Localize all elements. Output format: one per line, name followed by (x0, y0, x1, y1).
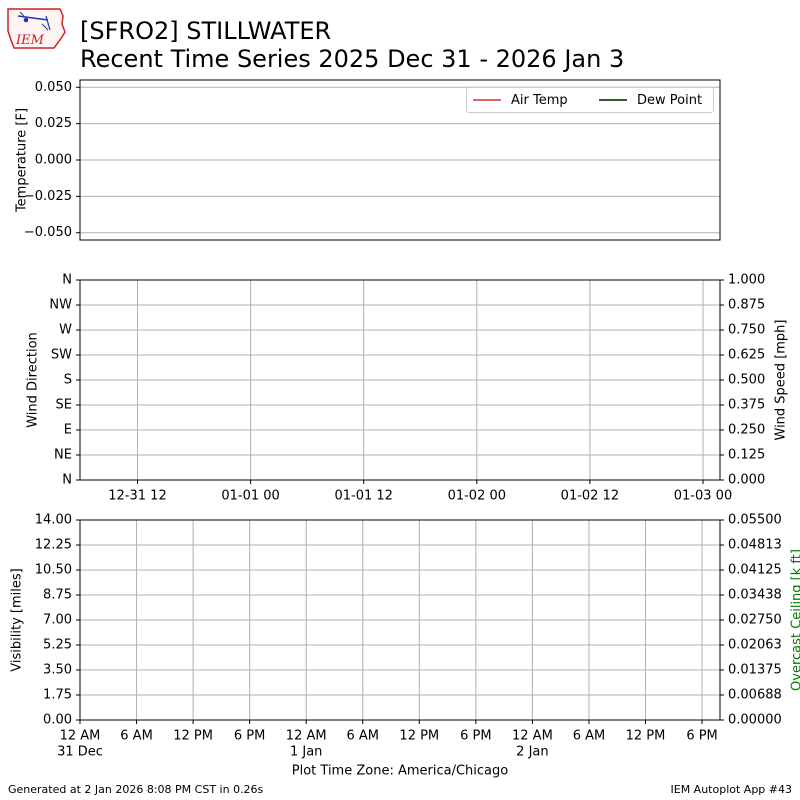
temp-ytick-label: −0.025 (24, 189, 72, 204)
wind-ytick-label: SE (56, 398, 72, 413)
vis-ytick-label: 0.00 (43, 713, 72, 728)
wind-ytick-label: NE (54, 448, 72, 463)
wind-xtick-label: 01-01 12 (334, 489, 392, 504)
vis-xtick-label: 6 AM (346, 729, 379, 744)
temp-ytick-label: 0.050 (35, 80, 72, 95)
temp-ytick-label: −0.050 (24, 225, 72, 240)
ceiling-ytick-label: 0.00000 (728, 713, 782, 728)
wind-plot-frame (79, 279, 721, 481)
wind-speed-ylabel: Wind Speed [mph] (774, 320, 789, 441)
vis-ytick-label: 14.00 (35, 513, 72, 528)
wind-speed-ytick-label: 0.750 (728, 323, 765, 338)
vis-xtick-label: 6 PM (234, 729, 265, 744)
ceiling-ytick-label: 0.02063 (728, 638, 782, 653)
vis-ytick-label: 7.00 (43, 613, 72, 628)
wind-speed-ytick-label: 0.875 (728, 298, 765, 313)
vis-xtick-label: 6 PM (460, 729, 491, 744)
wind-xtick-label: 01-02 00 (448, 489, 506, 504)
ceiling-ytick-label: 0.02750 (728, 613, 782, 628)
chart-title: [SFRO2] STILLWATER (80, 17, 332, 45)
vis-xtick-date-label: 31 Dec (57, 745, 103, 760)
wind-xtick-label: 01-02 12 (561, 489, 619, 504)
wind-speed-ytick-label: 0.000 (728, 473, 765, 488)
air-temp-swatch (473, 99, 501, 101)
vis-xtick-label: 12 AM (286, 729, 327, 744)
vis-xtick-date-label: 2 Jan (516, 745, 548, 760)
wind-speed-ytick-label: 0.125 (728, 448, 765, 463)
wind-speed-ytick-label: 0.250 (728, 423, 765, 438)
temp-plot-frame (79, 79, 721, 241)
wind-xtick-label: 01-03 00 (674, 489, 732, 504)
temp-ylabel: Temperature [F] (15, 108, 30, 213)
vis-ylabel: Visibility [miles] (10, 568, 25, 671)
chart-subtitle: Recent Time Series 2025 Dec 31 - 2026 Ja… (80, 45, 625, 73)
vis-ytick-label: 8.75 (43, 588, 72, 603)
vis-ytick-label: 5.25 (43, 638, 72, 653)
svg-text:IEM: IEM (15, 33, 45, 48)
ceiling-ytick-label: 0.05500 (728, 513, 782, 528)
vis-ytick-label: 3.50 (43, 663, 72, 678)
ceiling-ytick-label: 0.03438 (728, 588, 782, 603)
wind-ytick-label: S (64, 373, 72, 388)
ceiling-ytick-label: 0.04813 (728, 538, 782, 553)
vis-xlabel: Plot Time Zone: America/Chicago (292, 764, 508, 779)
generated-footer: Generated at 2 Jan 2026 8:08 PM CST in 0… (8, 783, 264, 796)
ceiling-ytick-label: 0.04125 (728, 563, 782, 578)
wind-ytick-label: E (64, 423, 72, 438)
wind-ytick-label: W (59, 323, 72, 338)
vis-xtick-label: 12 PM (399, 729, 439, 744)
dew-point-swatch (599, 99, 627, 101)
ceiling-ytick-label: 0.00688 (728, 688, 782, 703)
wind-xtick-label: 12-31 12 (108, 489, 166, 504)
wind-speed-ytick-label: 0.625 (728, 348, 765, 363)
wind-speed-ytick-label: 0.500 (728, 373, 765, 388)
vis-ytick-label: 12.25 (35, 538, 72, 553)
wind-ytick-label: N (62, 473, 72, 488)
vis-xtick-label: 6 AM (573, 729, 606, 744)
vis-xtick-label: 12 AM (512, 729, 553, 744)
wind-ytick-label: N (62, 273, 72, 288)
temp-ytick-label: 0.000 (35, 153, 72, 168)
wind-ytick-label: SW (51, 348, 72, 363)
iem-logo: IEM (7, 8, 66, 49)
vis-xtick-label: 12 PM (173, 729, 213, 744)
vis-xtick-label: 6 PM (686, 729, 717, 744)
legend-label-air-temp: Air Temp (511, 92, 568, 108)
legend-label-dew-point: Dew Point (637, 92, 703, 108)
wind-ylabel: Wind Direction (26, 332, 41, 428)
vis-xtick-label: 6 AM (120, 729, 153, 744)
vis-ytick-label: 1.75 (43, 688, 72, 703)
vis-xtick-label: 12 PM (626, 729, 666, 744)
wind-xtick-label: 01-01 00 (221, 489, 279, 504)
vis-xtick-date-label: 1 Jan (290, 745, 322, 760)
legend-item-dew-point: Dew Point (599, 92, 702, 108)
legend: Air Temp Dew Point (466, 87, 714, 113)
wind-speed-ytick-label: 1.000 (728, 273, 765, 288)
wind-speed-ytick-label: 0.375 (728, 398, 765, 413)
vis-xtick-label: 12 AM (60, 729, 101, 744)
wind-ytick-label: NW (49, 298, 72, 313)
temp-ytick-label: 0.025 (35, 116, 72, 131)
vis-ytick-label: 10.50 (35, 563, 72, 578)
ceiling-ytick-label: 0.01375 (728, 663, 782, 678)
ceiling-ylabel: Overcast Ceiling [k ft] (790, 549, 800, 691)
legend-item-air-temp: Air Temp (473, 92, 568, 108)
app-footer: IEM Autoplot App #43 (670, 783, 793, 796)
vis-plot-frame (79, 519, 721, 721)
